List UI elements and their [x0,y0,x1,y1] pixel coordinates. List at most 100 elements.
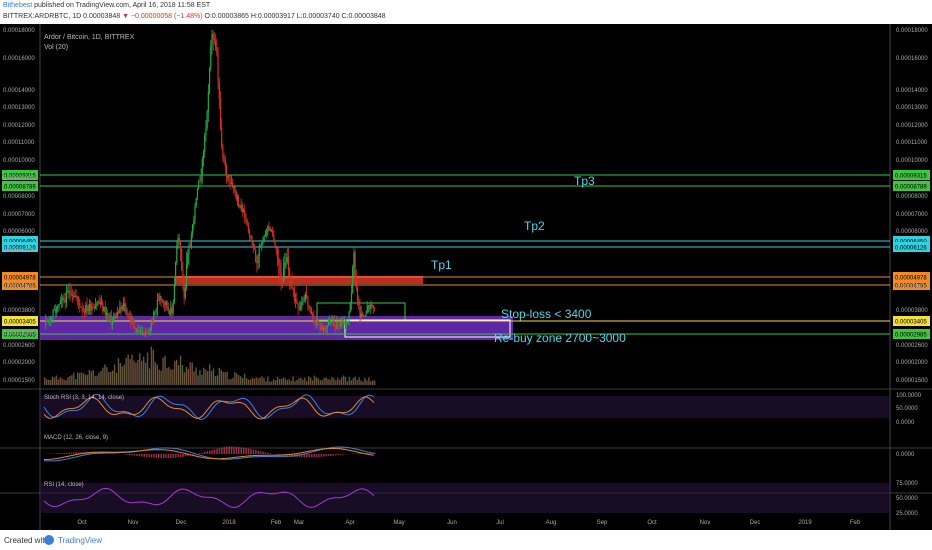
author-link[interactable]: Bithebest [3,2,32,9]
candle-body [62,298,63,300]
candle-body [362,313,363,316]
chart-area[interactable]: 0.00009315 0.00009315 0.00008789 0.00008789… [0,24,932,530]
macd-histogram-bar [143,454,145,457]
volume-bar [114,365,115,385]
macd-histogram-bar [160,454,162,458]
candle-body [142,332,143,333]
y-tick-label-right: 0.00011000 [896,140,928,146]
candle-body [90,304,91,311]
candle-body [157,300,158,309]
volume-bar [174,361,175,385]
macd-histogram-bar [255,450,257,454]
volume-bar [100,371,101,385]
y-tick-label-left: 0.00002000 [3,360,35,366]
zones [40,276,513,340]
candle-body [55,310,56,313]
candle-body [122,306,123,309]
candle-body [224,157,225,161]
candle-body [234,186,235,191]
candle-body [317,323,318,325]
volume-bar [242,378,243,385]
y-tick-label-right: 0.00002000 [896,360,928,366]
volume-bar [353,378,354,385]
candle-body [60,301,61,304]
y-tick-label-left: 0.00002600 [3,343,35,349]
y-tick-label-left: 0.00013000 [3,105,35,111]
candle-body [102,302,103,310]
macd-tick: 0.0000 [896,452,915,458]
macd-histogram-bar [146,454,148,457]
candle-body [94,308,95,309]
y-tick-label-left: 0.00001500 [3,378,35,384]
volume-bar [213,368,214,385]
volume-bar [322,380,323,385]
tradingview-brand[interactable]: TradingView [58,536,102,545]
y-tick-label-right: 0.00012000 [896,123,928,129]
volume-bar [298,378,299,385]
rsi-tick: 75.0000 [896,481,918,487]
volume-bar [259,377,260,385]
symbol-line: BITTREX:ARDRBTC, 1D 0.00003848 ▼ −0.0000… [3,13,386,20]
candle-body [352,267,353,292]
volume-bar [240,376,241,385]
macd-histogram-bar [112,453,114,454]
volume-bar [77,372,78,385]
volume-bar [153,350,154,385]
macd-histogram-bar [114,453,116,454]
candle-body [208,92,209,111]
candle-body [56,306,57,312]
macd-histogram-bar [359,453,361,454]
candle-body [120,307,121,309]
candle-body [311,309,312,314]
y-tick-label-left: 0.00011000 [3,140,35,146]
y-tick-label-left: 0.00006000 [3,229,35,235]
publish-info: published on TradingView.com, April 16, … [34,2,210,9]
rsi-tick: 50.0000 [896,496,918,502]
candle-body [153,312,154,323]
candle-body [289,270,290,281]
macd-histogram-bar [207,451,209,454]
candle-body [51,317,52,318]
rsi-tick: 25.0000 [896,511,918,517]
candle-body [136,331,137,332]
candle-body [214,39,215,41]
candle-body [105,307,106,315]
macd-histogram-bar [335,454,337,455]
candle-body [59,304,60,305]
x-tick-label: Oct [77,520,87,526]
candle-body [334,321,335,325]
x-tick-label: Jul [496,520,504,526]
macd-histogram-bar [156,454,158,458]
volume-bar [343,375,344,385]
candle-body [342,321,343,325]
volume-bar [265,381,266,385]
volume-bar [335,380,336,385]
candle-body [268,226,269,227]
candle-body [283,267,284,281]
chart-title: Ardor / Bitcoin, 1D, BITTREX [44,34,135,41]
candle-body [250,236,251,237]
macd-histogram-bar [61,453,63,454]
stoch-tick: 100.0000 [896,393,922,399]
candle-body [148,333,149,334]
candle-body [318,324,319,325]
macd-histogram-bar [238,447,240,454]
candle-body [180,242,181,249]
candle-body [170,308,171,314]
candle-body [306,294,307,296]
candle-body [164,303,165,305]
candles [45,30,375,337]
volume-bar [360,380,361,385]
volume-bar [228,379,229,385]
volume-bar [199,370,200,385]
chart-svg[interactable]: 0.00009315 0.00009315 0.00008789 0.00008789… [0,24,932,530]
candle-body [313,316,314,323]
macd-histogram-bar [199,453,201,454]
volume-bar [118,358,119,385]
volume-bar [164,356,165,385]
macd-histogram-bar [321,454,323,457]
level-lines: 0.00009315 0.000093150.00008789 0.00008789… [2,170,930,339]
candle-body [365,313,366,315]
candle-body [249,232,250,237]
macd-histogram-bar [338,454,340,455]
